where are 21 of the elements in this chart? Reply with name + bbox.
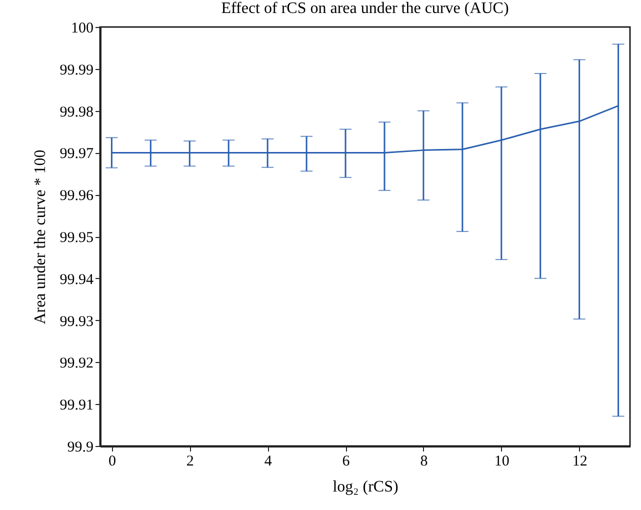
x-tick-label: 12 xyxy=(572,454,588,470)
y-tick-label: 99.96 xyxy=(60,188,94,204)
x-tick-label: 8 xyxy=(420,454,428,470)
y-tick-label: 99.9 xyxy=(67,440,94,456)
x-tick-label: 0 xyxy=(108,454,116,470)
x-tick-label: 10 xyxy=(494,454,510,470)
y-tick-label: 100 xyxy=(71,20,94,36)
y-tick-label: 99.93 xyxy=(60,314,94,330)
x-tick-label: 6 xyxy=(342,454,350,470)
y-tick-label: 99.98 xyxy=(60,104,94,120)
y-axis-title: Area under the curve * 100 xyxy=(32,150,49,324)
y-tick-label: 99.95 xyxy=(60,230,94,246)
y-tick-label: 99.94 xyxy=(60,272,94,288)
y-tick-label: 99.91 xyxy=(60,398,94,414)
y-tick-label: 99.99 xyxy=(60,62,94,78)
chart-title: Effect of rCS on area under the curve (AUC) xyxy=(221,0,509,17)
y-tick-label: 99.97 xyxy=(60,146,94,162)
x-axis-title: log₂ (rCS) xyxy=(332,478,398,496)
x-tick-label: 2 xyxy=(186,454,194,470)
y-tick-label: 99.92 xyxy=(60,356,94,372)
x-tick-label: 4 xyxy=(264,454,272,470)
